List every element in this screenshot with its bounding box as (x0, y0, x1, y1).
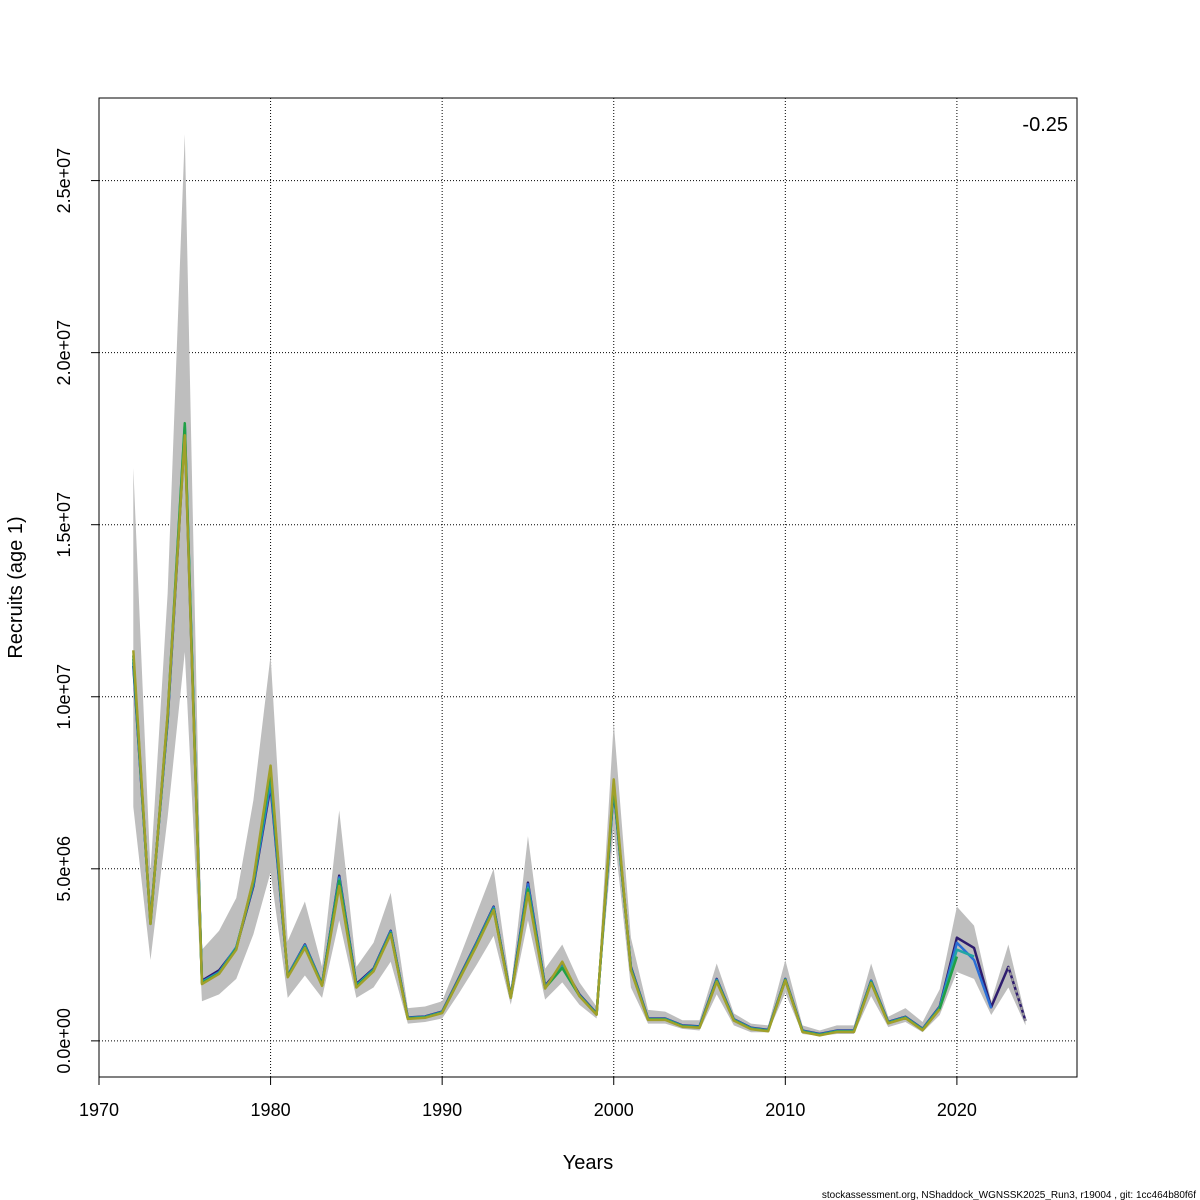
grid-lines (99, 98, 1077, 1077)
corner-label: -0.25 (1022, 114, 1068, 136)
confidence-band (133, 134, 1026, 1036)
y-tick-label: 1.0e+07 (54, 664, 74, 730)
y-tick-label: 0.0e+00 (54, 1008, 74, 1074)
y-tick-label: 5.0e+06 (54, 836, 74, 902)
series-line-3 (132, 423, 975, 1036)
y-tick-label: 2.5e+07 (54, 148, 74, 214)
confidence-band-layer (133, 134, 1026, 1036)
footer-source: stockassessment.org, NShaddock_WGNSSK202… (822, 1190, 1196, 1200)
y-tick-label: 1.5e+07 (54, 492, 74, 558)
y-tick-label: 2.0e+07 (54, 320, 74, 386)
series-line-5 (132, 433, 941, 1037)
x-tick-label: 2010 (765, 1100, 805, 1120)
y-axis-title: Recruits (age 1) (5, 516, 27, 658)
series-line-4 (132, 421, 959, 1037)
series-lines-layer (132, 421, 1027, 1037)
x-axis-title: Years (563, 1152, 613, 1174)
x-tick-label: 1970 (79, 1100, 119, 1120)
x-tick-label: 2020 (937, 1100, 977, 1120)
axes: 1970 1980 1990 2000 2010 2020 0.0e+00 5.0e+06 1.… (54, 148, 977, 1120)
x-tick-label: 1990 (422, 1100, 462, 1120)
x-tick-label: 2000 (594, 1100, 634, 1120)
x-tick-label: 1980 (251, 1100, 291, 1120)
